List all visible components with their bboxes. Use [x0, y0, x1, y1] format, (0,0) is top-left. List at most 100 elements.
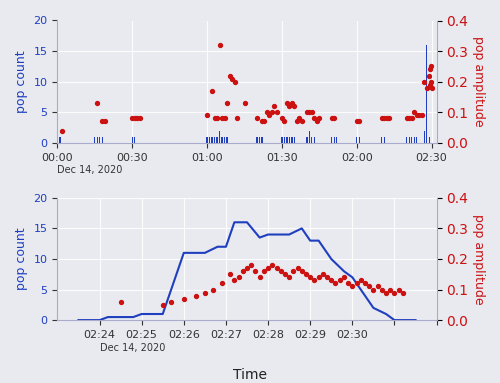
- Point: [298, 118, 306, 124]
- Point: [410, 109, 418, 115]
- Point: [425, 72, 433, 79]
- Bar: [358, 137, 360, 143]
- Point: [426, 66, 434, 72]
- Point: [302, 271, 310, 277]
- Point: [348, 283, 356, 290]
- Point: [382, 290, 390, 296]
- Point: [314, 274, 322, 280]
- Point: [328, 115, 336, 121]
- Point: [226, 271, 234, 277]
- Point: [256, 274, 264, 280]
- Text: Time: Time: [233, 368, 267, 382]
- Point: [285, 274, 293, 280]
- Point: [380, 115, 388, 121]
- Point: [268, 109, 276, 115]
- Point: [268, 262, 276, 268]
- Point: [94, 100, 102, 106]
- Point: [180, 296, 188, 302]
- Point: [294, 265, 302, 271]
- Point: [308, 109, 316, 115]
- Point: [306, 109, 314, 115]
- Point: [230, 79, 238, 85]
- Point: [260, 268, 268, 274]
- Point: [296, 115, 304, 121]
- Bar: [309, 131, 310, 143]
- Point: [412, 112, 420, 118]
- Bar: [314, 137, 315, 143]
- Point: [260, 118, 268, 124]
- Point: [319, 271, 327, 277]
- Point: [290, 268, 298, 274]
- Bar: [132, 137, 133, 143]
- Point: [208, 88, 216, 94]
- Text: Dec 14, 2020: Dec 14, 2020: [100, 343, 165, 353]
- Point: [253, 115, 261, 121]
- Bar: [331, 137, 332, 143]
- Point: [203, 112, 211, 118]
- Point: [336, 277, 344, 283]
- Point: [344, 280, 352, 286]
- Point: [303, 109, 311, 115]
- Point: [415, 112, 423, 118]
- Bar: [294, 137, 295, 143]
- Point: [328, 277, 336, 283]
- Bar: [286, 137, 288, 143]
- Point: [210, 286, 218, 293]
- Point: [247, 262, 255, 268]
- Point: [218, 115, 226, 121]
- Bar: [99, 137, 100, 143]
- Point: [243, 265, 251, 271]
- Bar: [408, 137, 410, 143]
- Point: [272, 265, 280, 271]
- Y-axis label: pop count: pop count: [15, 228, 28, 290]
- Point: [422, 85, 430, 91]
- Point: [278, 115, 286, 121]
- Point: [427, 79, 435, 85]
- Point: [263, 109, 271, 115]
- Bar: [96, 137, 98, 143]
- Point: [266, 112, 274, 118]
- Point: [273, 109, 281, 115]
- Point: [353, 118, 361, 124]
- Point: [357, 277, 365, 283]
- Point: [130, 115, 138, 121]
- Point: [58, 128, 66, 134]
- Point: [310, 277, 318, 283]
- Point: [290, 103, 298, 109]
- Point: [426, 63, 434, 69]
- Point: [313, 118, 321, 124]
- Bar: [311, 137, 312, 143]
- Bar: [384, 137, 385, 143]
- Point: [234, 274, 242, 280]
- Point: [258, 118, 266, 124]
- Text: Dec 14, 2020: Dec 14, 2020: [58, 165, 123, 175]
- Point: [374, 283, 382, 290]
- Point: [306, 274, 314, 280]
- Point: [192, 293, 200, 299]
- Bar: [94, 137, 96, 143]
- Point: [402, 115, 410, 121]
- Point: [310, 115, 318, 121]
- Point: [167, 299, 175, 305]
- Point: [133, 115, 141, 121]
- Point: [264, 265, 272, 271]
- Point: [288, 100, 296, 106]
- Bar: [414, 137, 415, 143]
- Point: [252, 268, 260, 274]
- Point: [223, 100, 231, 106]
- Bar: [134, 137, 136, 143]
- Point: [201, 290, 209, 296]
- Point: [426, 82, 434, 88]
- Bar: [428, 137, 430, 143]
- Point: [405, 115, 413, 121]
- Point: [370, 286, 378, 293]
- Point: [323, 274, 331, 280]
- Point: [385, 115, 393, 121]
- Bar: [219, 131, 220, 143]
- Point: [128, 115, 136, 121]
- Point: [216, 42, 224, 48]
- Point: [378, 115, 386, 121]
- Y-axis label: pop count: pop count: [15, 50, 28, 113]
- Point: [281, 271, 289, 277]
- Bar: [216, 137, 218, 143]
